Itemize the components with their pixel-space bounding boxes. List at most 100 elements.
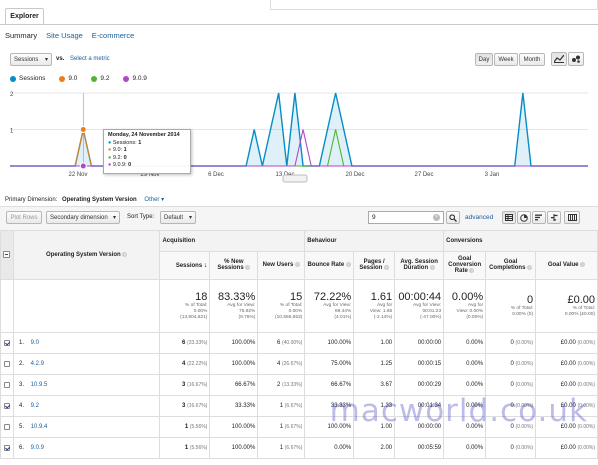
row-checkbox-cell [0, 374, 14, 396]
legend-label: 9.2 [100, 75, 110, 82]
subtab-ecommerce[interactable]: E-commerce [91, 31, 135, 40]
sort-type-dropdown[interactable]: Default ▾ [160, 211, 196, 224]
row-checkbox[interactable] [3, 381, 10, 388]
total-cell: 0% of Total: 0.00% (0) [485, 279, 537, 333]
help-icon[interactable]: ? [384, 265, 390, 271]
pivot-view-icon[interactable] [564, 211, 580, 224]
pages-session-cell: 2.00 [353, 437, 396, 459]
dimension-column-header[interactable]: Operating System Version ? [12, 230, 161, 280]
os-version-link[interactable]: 9.2 [30, 403, 39, 409]
primary-dimension-bar: Primary Dimension: Operating System Vers… [5, 196, 164, 203]
motion-chart-icon[interactable] [568, 52, 584, 66]
new-users-cell: 4 (26.67%) [257, 353, 306, 375]
legend-label: Sessions [19, 75, 46, 82]
new-users-cell: 1 (6.67%) [257, 416, 306, 438]
help-icon[interactable]: ? [527, 265, 533, 271]
table-row: 6. 9.0.9 1 (5.56%) 100.00% 1 (6.67%) 0.00% 2.… [0, 437, 598, 459]
totals-spacer [0, 279, 14, 333]
legend-item-sessions: Sessions [10, 75, 45, 82]
os-version-link[interactable]: 9.0 [30, 340, 39, 346]
help-icon[interactable]: ? [245, 265, 251, 271]
primary-dimension-value[interactable]: Operating System Version [62, 197, 137, 203]
os-version-link[interactable]: 4.2.9 [30, 361, 45, 367]
secondary-dimension-dropdown[interactable]: Secondary dimension ▾ [46, 211, 120, 224]
chevron-down-icon[interactable]: ▾ [159, 197, 165, 203]
sessions-cell: 1 (5.56%) [159, 437, 211, 459]
period-month-button[interactable]: Month [519, 53, 545, 66]
new-sessions-cell: 100.00% [209, 353, 259, 375]
series-color-dot [10, 75, 16, 82]
row-index: 2. [18, 361, 24, 367]
acquisition-group-header: Acquisition [159, 230, 306, 252]
clear-search-icon[interactable]: × [433, 214, 440, 221]
sessions-cell: 1 (5.56%) [159, 416, 211, 438]
duration-cell: 00:00:00 [394, 332, 445, 354]
help-icon[interactable]: ? [580, 262, 586, 268]
column-header-new-users[interactable]: New Users ? [257, 251, 306, 280]
conversions-group-header: Conversions [443, 230, 598, 252]
select-metric-link[interactable]: Select a metric [70, 56, 110, 62]
subtab-site-usage[interactable]: Site Usage [46, 31, 83, 40]
completions-cell: 0 (0.00%) [485, 353, 537, 375]
performance-view-icon[interactable] [532, 211, 546, 224]
period-day-button[interactable]: Day [475, 53, 493, 66]
row-checkbox[interactable] [3, 423, 10, 430]
column-header-goal-conversion-rate[interactable]: Goal Conversion Rate ? [443, 251, 487, 280]
column-header-goal-completions[interactable]: Goal Completions ? [485, 251, 537, 280]
behaviour-group-header: Behaviour [304, 230, 445, 252]
column-header-avg-session-duration[interactable]: Avg. Session Duration ? [394, 251, 445, 280]
column-header-new-sessions[interactable]: % New Sessions ? [209, 251, 259, 280]
tooltip-row: ● 9.0: 1 [108, 147, 127, 153]
column-header-goal-value[interactable]: Goal Value ? [535, 251, 598, 280]
os-version-link[interactable]: 9.0.9 [30, 445, 45, 451]
row-checkbox[interactable] [3, 444, 10, 451]
column-header-sessions[interactable]: Sessions ↓ [159, 251, 211, 280]
sort-descending-icon[interactable]: ↓ [203, 262, 208, 269]
subtab-summary[interactable]: Summary [5, 31, 38, 40]
total-cell: 15% of Total: 0.00% (10,556,653) [257, 279, 306, 333]
row-checkbox[interactable] [3, 402, 10, 409]
column-header-pages-session[interactable]: Pages / Session ? [353, 251, 396, 280]
sessions-cell: 3 (16.67%) [159, 395, 211, 417]
tab-explorer[interactable]: Explorer [5, 8, 44, 24]
completions-cell: 0 (0.00%) [485, 332, 537, 354]
x-tick-label: 6 Dec [208, 172, 224, 178]
help-icon[interactable]: ? [294, 262, 300, 268]
advanced-filter-link[interactable]: advanced [465, 214, 494, 221]
plot-rows-button[interactable]: Plot Rows [6, 211, 42, 224]
y-tick-label: 2 [10, 92, 14, 98]
pie-view-icon[interactable] [517, 211, 531, 224]
sort-type-value: Default [164, 214, 184, 221]
column-header-bounce-rate[interactable]: Bounce Rate ? [304, 251, 355, 280]
duration-cell: 00:00:29 [394, 374, 445, 396]
help-icon[interactable]: ? [345, 262, 351, 268]
duration-cell: 00:00:15 [394, 353, 445, 375]
select-all-checkbox[interactable] [3, 251, 11, 259]
search-icon[interactable] [446, 211, 460, 224]
table-search-input[interactable]: 9 × [368, 211, 444, 224]
row-checkbox[interactable] [3, 360, 10, 367]
period-week-button[interactable]: Week [494, 53, 518, 66]
table-row: 4. 9.2 3 (16.67%) 33.33% 1 (6.67%) 33.33% 1.3… [0, 395, 598, 417]
table-view-icon[interactable] [502, 211, 516, 224]
dimension-header-label: Operating System Version [46, 252, 121, 259]
other-dimension-link[interactable]: Other [144, 197, 160, 203]
series-color-dot [91, 75, 98, 82]
line-chart-icon[interactable] [551, 52, 567, 66]
bounce-rate-cell: 100.00% [304, 332, 355, 354]
help-icon[interactable]: ? [469, 268, 475, 274]
total-cell: 18% of Total: 0.00% (13,904,621) [159, 279, 211, 333]
help-icon[interactable]: ? [122, 251, 128, 257]
metric-dropdown[interactable]: Sessions ▾ [10, 53, 52, 66]
total-cell: 00:00:44 Avg for View: 00:01:23 (-47.00%) [394, 279, 445, 333]
comparison-view-icon[interactable] [547, 211, 561, 224]
row-index: 4. [18, 403, 24, 409]
new-sessions-cell: 66.67% [209, 374, 259, 396]
os-version-link[interactable]: 10.9.5 [30, 382, 48, 388]
row-checkbox-cell [0, 395, 14, 417]
help-icon[interactable]: ? [429, 265, 435, 271]
os-version-link[interactable]: 10.9.4 [30, 424, 48, 430]
dimension-cell: 3. 10.9.5 [12, 374, 161, 396]
row-checkbox[interactable] [3, 339, 10, 346]
